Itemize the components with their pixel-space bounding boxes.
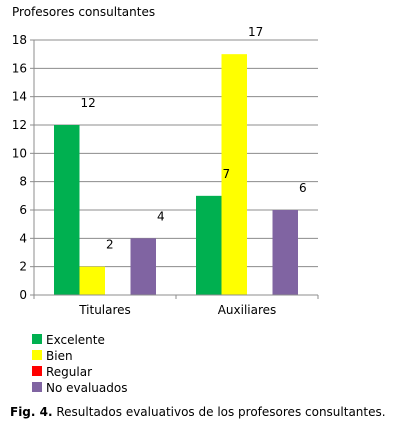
y-tick-label: 16 xyxy=(12,61,27,75)
bar xyxy=(79,266,105,295)
y-tick-label: 8 xyxy=(19,175,27,189)
bar xyxy=(54,125,80,295)
y-tick-label: 6 xyxy=(19,203,27,217)
y-tick-label: 4 xyxy=(19,231,27,245)
x-tick-label: Titulares xyxy=(78,303,131,317)
legend: Excelente Bien Regular No evaluados xyxy=(32,333,127,395)
y-tick-label: 14 xyxy=(12,90,27,104)
bar xyxy=(130,238,156,295)
legend-entry: No evaluados xyxy=(46,381,127,395)
figure-caption: Fig. 4. Resultados evaluativos de los pr… xyxy=(10,405,386,419)
y-tick-label: 18 xyxy=(12,33,27,47)
bar xyxy=(221,54,247,295)
legend-entry: Excelente xyxy=(46,333,105,347)
legend-swatch xyxy=(32,366,42,376)
bar xyxy=(196,195,222,295)
axes xyxy=(30,39,319,299)
bar xyxy=(272,210,298,295)
y-tick-label: 10 xyxy=(12,146,27,160)
y-tick-label: 12 xyxy=(12,118,27,132)
legend-swatch xyxy=(32,334,42,344)
grid-lines xyxy=(34,39,318,268)
data-labels: 12 2 4 7 17 6 xyxy=(81,25,307,252)
chart-title: Profesores consultantes xyxy=(12,5,155,19)
legend-swatch xyxy=(32,382,42,392)
data-label: 7 xyxy=(223,167,231,181)
figure-label: Fig. 4. xyxy=(10,405,53,419)
legend-entry: Bien xyxy=(46,349,73,363)
legend-swatch xyxy=(32,350,42,360)
data-label: 17 xyxy=(248,25,263,39)
x-tick-label: Auxiliares xyxy=(218,303,277,317)
legend-entry: Regular xyxy=(46,365,92,379)
data-label: 12 xyxy=(81,96,96,110)
bars xyxy=(54,54,298,295)
data-label: 2 xyxy=(106,238,114,252)
tick-labels: 0 2 4 6 8 10 12 14 16 18 Titulares Auxiliares xyxy=(12,33,277,317)
data-label: 4 xyxy=(157,209,165,223)
y-tick-label: 2 xyxy=(19,260,27,274)
data-label: 6 xyxy=(299,181,307,195)
y-tick-label: 0 xyxy=(19,288,27,302)
figure-caption-text: Resultados evaluativos de los profesores… xyxy=(52,405,386,419)
